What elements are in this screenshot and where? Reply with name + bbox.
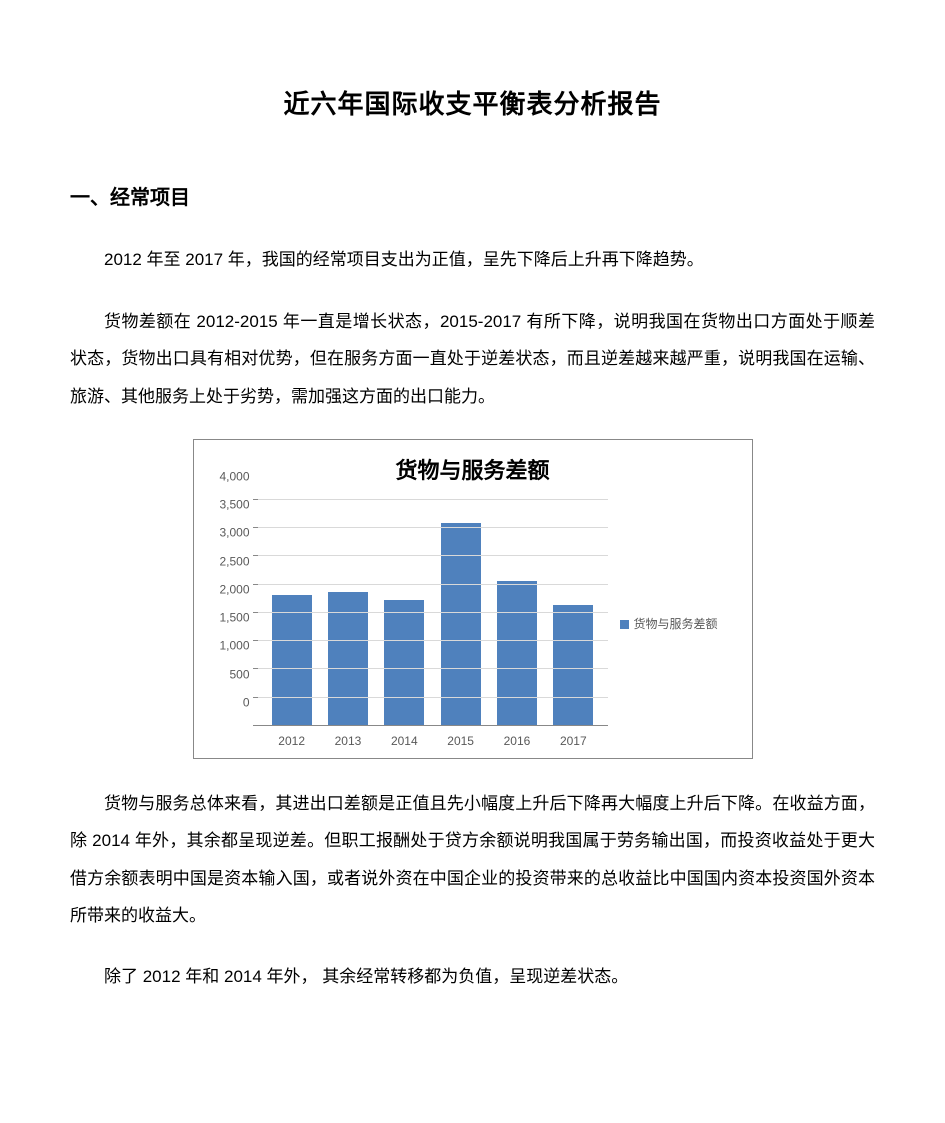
gridline — [258, 640, 608, 641]
chart-x-axis: 2012 2013 2014 2015 2016 2017 — [258, 730, 608, 750]
paragraph-1: 2012 年至 2017 年，我国的经常项目支出为正值，呈先下降后上升再下降趋势… — [70, 241, 875, 278]
paragraph-2: 货物差额在 2012-2015 年一直是增长状态，2015-2017 有所下降，… — [70, 303, 875, 415]
gridline — [258, 612, 608, 613]
chart-container: 货物与服务差额 0 500 1,000 1,500 2,000 2,500 3,000 3,5… — [193, 439, 753, 759]
gridline — [258, 555, 608, 556]
chart-baseline — [258, 725, 608, 726]
chart-bar — [553, 605, 593, 725]
y-tick-mark — [253, 555, 258, 556]
y-axis-label: 3,000 — [219, 522, 249, 545]
paragraph-3: 货物与服务总体来看，其进出口差额是正值且先小幅度上升后下降再大幅度上升后下降。在… — [70, 785, 875, 935]
gridline — [258, 668, 608, 669]
gridline — [258, 527, 608, 528]
chart-bar — [441, 523, 481, 725]
chart-legend: 货物与服务差额 — [620, 613, 742, 636]
y-axis-label: 1,000 — [219, 635, 249, 658]
y-tick-mark — [253, 697, 258, 698]
x-axis-label: 2014 — [384, 730, 424, 750]
chart-bar — [497, 581, 537, 726]
document-title: 近六年国际收支平衡表分析报告 — [70, 80, 875, 129]
x-axis-label: 2013 — [328, 730, 368, 750]
paragraph-4: 除了 2012 年和 2014 年外， 其余经常转移都为负值，呈现逆差状态。 — [70, 958, 875, 995]
chart-bar — [272, 595, 312, 726]
x-axis-label: 2016 — [497, 730, 537, 750]
y-axis-label: 3,500 — [219, 494, 249, 517]
y-tick-mark — [253, 612, 258, 613]
y-tick-mark — [253, 640, 258, 641]
y-axis-label: 2,000 — [219, 579, 249, 602]
y-tick-mark — [253, 584, 258, 585]
y-tick-mark — [253, 668, 258, 669]
x-axis-label: 2017 — [553, 730, 593, 750]
chart-box: 货物与服务差额 0 500 1,000 1,500 2,000 2,500 3,000 3,5… — [193, 439, 753, 759]
y-axis-label: 4,000 — [219, 466, 249, 489]
y-tick-mark — [253, 499, 258, 500]
y-axis-label: 500 — [229, 663, 249, 686]
chart-bar — [384, 600, 424, 725]
y-axis-label: 0 — [243, 692, 250, 715]
y-tick-mark — [253, 725, 258, 726]
chart-bars — [258, 500, 608, 726]
x-axis-label: 2015 — [441, 730, 481, 750]
y-axis-label: 1,500 — [219, 607, 249, 630]
chart-title: 货物与服务差额 — [204, 450, 742, 492]
x-axis-label: 2012 — [272, 730, 312, 750]
chart-y-axis: 05001,0001,5002,0002,5003,0003,5004,000 — [208, 500, 254, 726]
chart-body: 05001,0001,5002,0002,5003,0003,5004,000 … — [204, 500, 742, 750]
legend-swatch-icon — [620, 620, 629, 629]
y-axis-label: 2,500 — [219, 550, 249, 573]
document-page: 近六年国际收支平衡表分析报告 一、经常项目 2012 年至 2017 年，我国的… — [0, 0, 945, 1123]
chart-grid — [258, 500, 608, 726]
gridline — [258, 697, 608, 698]
gridline — [258, 584, 608, 585]
chart-plot-area: 05001,0001,5002,0002,5003,0003,5004,000 … — [208, 500, 612, 750]
y-tick-mark — [253, 527, 258, 528]
gridline — [258, 499, 608, 500]
section-one-heading: 一、经常项目 — [70, 179, 875, 217]
legend-label: 货物与服务差额 — [634, 613, 718, 636]
